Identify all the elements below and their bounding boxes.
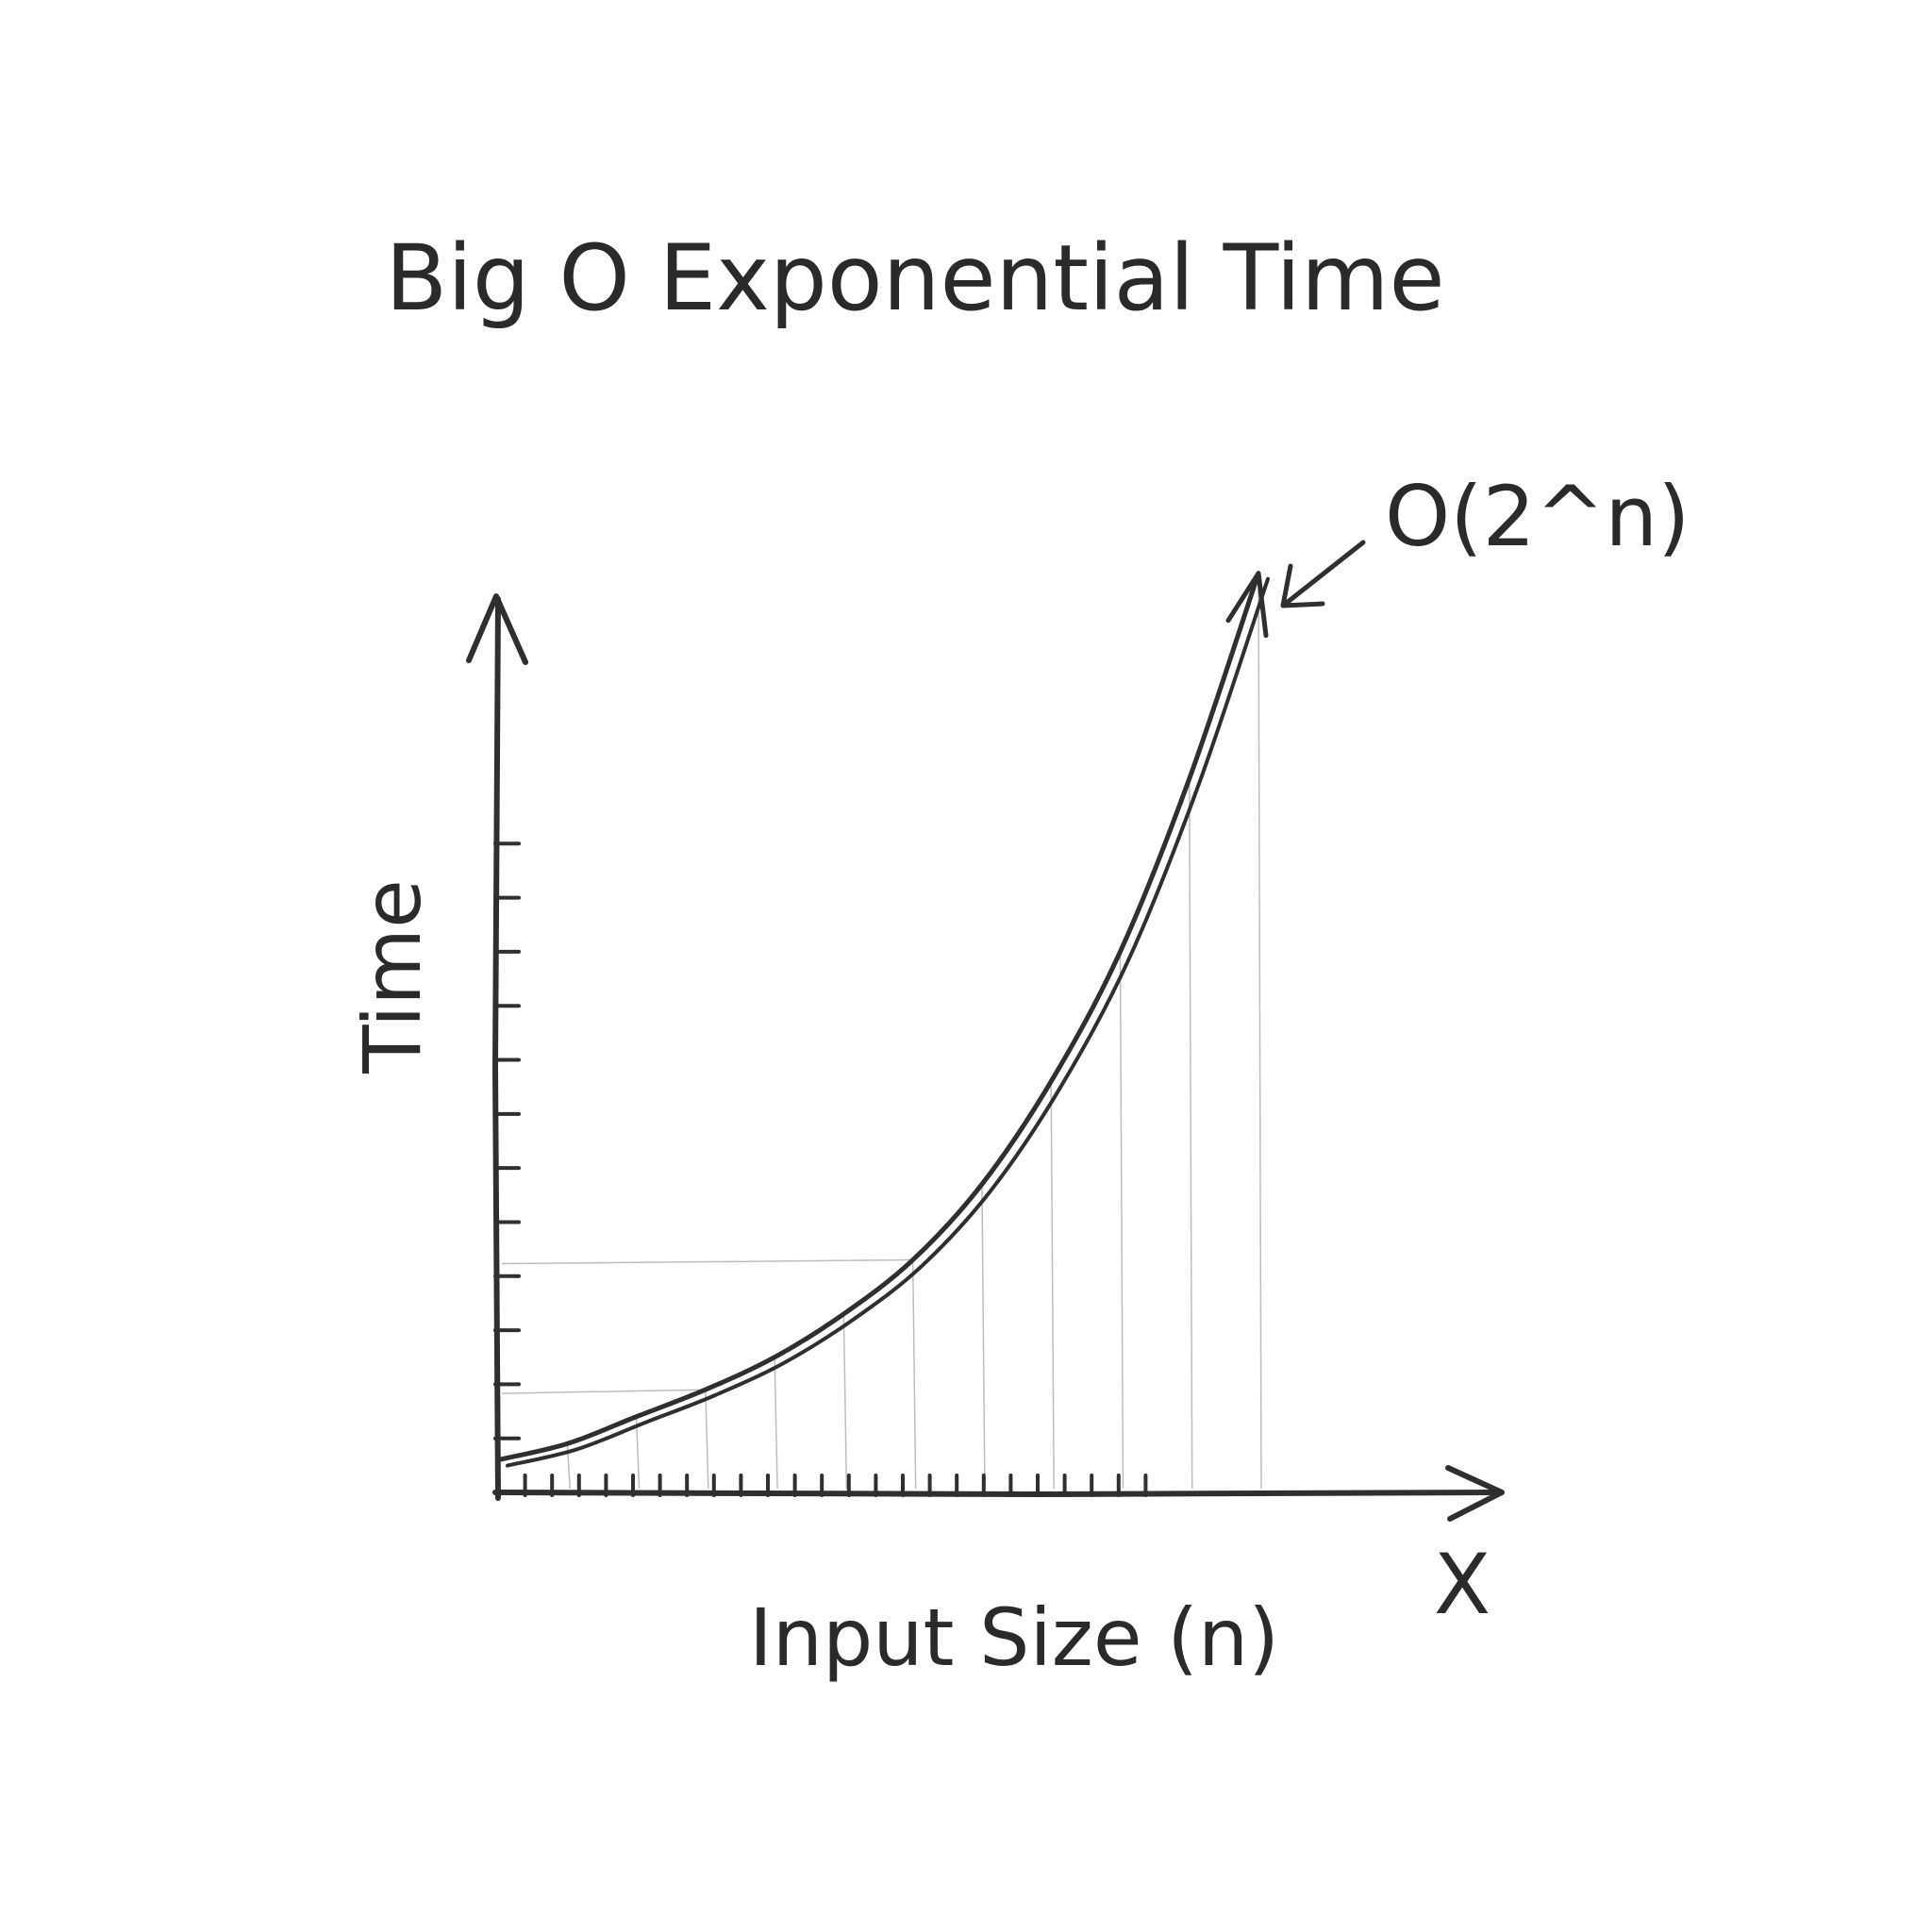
x-axis-ticks	[496, 1474, 1148, 1497]
guide-level-line	[501, 1389, 706, 1394]
guide-drop-line	[981, 1184, 986, 1490]
guide-drop-line	[1188, 778, 1193, 1490]
series-arrowhead	[1225, 571, 1269, 639]
series-line	[495, 571, 1261, 1463]
x-axis-arrow	[1445, 1465, 1505, 1522]
x-axis-label: Input Size (n)	[749, 1591, 1279, 1684]
annotation-arrow	[1280, 540, 1366, 608]
y-axis-ticks	[493, 841, 521, 1494]
guide-level-line	[501, 1258, 913, 1265]
guide-drop-line	[911, 1259, 917, 1490]
guide-drop-line	[705, 1390, 709, 1490]
guide-drop-line	[1257, 573, 1262, 1490]
guide-drop-line	[1050, 1081, 1055, 1490]
guide-drop-line	[774, 1357, 778, 1490]
x-axis	[492, 1490, 1503, 1497]
x-axis-end-label: X	[1434, 1536, 1491, 1633]
y-axis-label: Time	[346, 879, 439, 1074]
guide-lines	[501, 573, 1262, 1490]
series-line-echo	[506, 576, 1271, 1468]
y-axis-arrow	[466, 593, 528, 665]
complexity-annotation: O(2^n)	[1385, 468, 1690, 565]
guide-drop-line	[842, 1313, 848, 1490]
chart-title: Big O Exponential Time	[385, 225, 1444, 331]
guide-drop-line	[1119, 951, 1124, 1490]
y-axis	[492, 596, 501, 1501]
guide-drop-line	[635, 1416, 641, 1490]
axes	[466, 593, 1505, 1522]
